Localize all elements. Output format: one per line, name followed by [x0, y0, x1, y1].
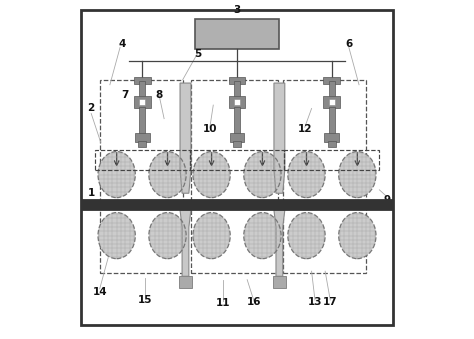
- Ellipse shape: [98, 152, 135, 198]
- Bar: [134, 96, 151, 108]
- Text: 1: 1: [88, 188, 95, 198]
- Bar: [283, 80, 366, 273]
- Ellipse shape: [244, 152, 281, 198]
- Text: 3: 3: [233, 5, 241, 15]
- Bar: [273, 276, 286, 288]
- Ellipse shape: [98, 213, 135, 259]
- Bar: [323, 96, 340, 108]
- Bar: [329, 107, 335, 134]
- Text: 6: 6: [345, 39, 353, 49]
- Text: 8: 8: [155, 90, 163, 100]
- Bar: [134, 77, 151, 84]
- Bar: [328, 141, 336, 147]
- Polygon shape: [180, 83, 191, 193]
- Text: 2: 2: [88, 103, 95, 114]
- Text: 14: 14: [92, 286, 107, 297]
- Bar: [325, 133, 339, 142]
- Bar: [228, 96, 246, 108]
- Text: 5: 5: [194, 49, 201, 59]
- Ellipse shape: [288, 213, 325, 259]
- Ellipse shape: [244, 213, 281, 259]
- Text: 16: 16: [246, 297, 261, 307]
- Bar: [284, 150, 379, 170]
- Bar: [100, 80, 183, 273]
- Polygon shape: [274, 83, 285, 193]
- Text: 4: 4: [118, 39, 126, 49]
- Bar: [95, 150, 190, 170]
- Text: 12: 12: [298, 124, 312, 134]
- Text: 15: 15: [138, 295, 153, 305]
- Bar: [195, 19, 279, 49]
- Bar: [328, 99, 335, 105]
- Ellipse shape: [193, 213, 230, 259]
- Text: 13: 13: [308, 297, 322, 307]
- Bar: [233, 141, 241, 147]
- Bar: [191, 80, 278, 273]
- Bar: [190, 150, 284, 170]
- Ellipse shape: [193, 152, 230, 198]
- Text: 17: 17: [323, 297, 337, 307]
- Bar: [139, 81, 145, 108]
- Text: 7: 7: [121, 90, 129, 100]
- Ellipse shape: [149, 213, 186, 259]
- Bar: [228, 77, 246, 84]
- Bar: [234, 107, 240, 134]
- Text: 10: 10: [202, 124, 217, 134]
- Bar: [139, 99, 146, 105]
- Bar: [179, 276, 192, 288]
- Bar: [139, 107, 145, 134]
- Bar: [234, 99, 240, 105]
- Text: 9: 9: [383, 195, 391, 205]
- Ellipse shape: [339, 213, 376, 259]
- Bar: [323, 77, 340, 84]
- Polygon shape: [180, 210, 191, 276]
- Polygon shape: [274, 210, 285, 276]
- Bar: [135, 133, 149, 142]
- Bar: [229, 133, 245, 142]
- Bar: [234, 81, 240, 108]
- Ellipse shape: [288, 152, 325, 198]
- Bar: [138, 141, 146, 147]
- Ellipse shape: [339, 152, 376, 198]
- Ellipse shape: [149, 152, 186, 198]
- Bar: [329, 81, 335, 108]
- Text: 11: 11: [216, 298, 231, 308]
